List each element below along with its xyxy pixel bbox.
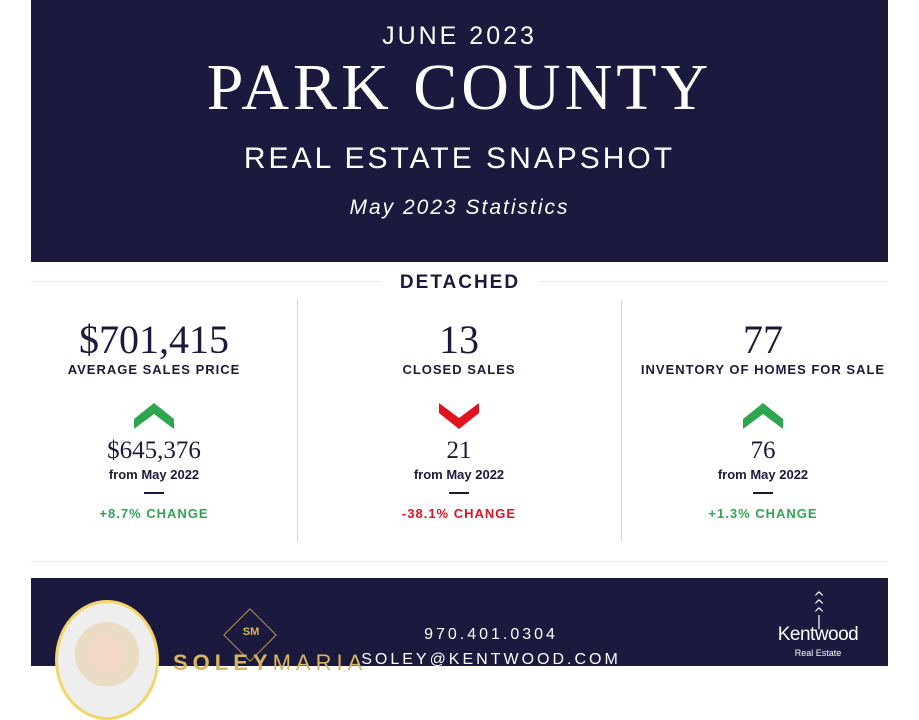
- divider: [31, 281, 381, 282]
- agent-footer: SM SOLEYMARIA 970.401.0304 SOLEY@KENTWOO…: [31, 578, 888, 720]
- comparison-period: from May 2022: [717, 467, 809, 482]
- metric-label: INVENTORY OF HOMES FOR SALE: [640, 362, 886, 377]
- report-month: JUNE 2023: [382, 22, 537, 50]
- divider: [449, 492, 469, 494]
- chevron-up-icon: [134, 403, 174, 429]
- metric-value: 13: [439, 317, 479, 362]
- divider: [753, 492, 773, 494]
- company-subtitle: Real Estate: [794, 648, 842, 658]
- agent-avatar: [55, 600, 159, 720]
- metric-label: CLOSED SALES: [402, 362, 516, 377]
- previous-value: $645,376: [107, 437, 201, 464]
- page-title: PARK COUNTY: [206, 51, 713, 124]
- stats-period: May 2023 Statistics: [349, 196, 570, 219]
- divider: [538, 281, 888, 282]
- comparison-period: from May 2022: [413, 467, 505, 482]
- metric-label: AVERAGE SALES PRICE: [67, 362, 241, 377]
- metric-inventory: 77 INVENTORY OF HOMES FOR SALE 76 from M…: [613, 317, 913, 522]
- comparison-period: from May 2022: [108, 467, 200, 482]
- chevron-down-icon: [439, 403, 479, 429]
- agent-phone[interactable]: 970.401.0304: [424, 626, 558, 643]
- change-percent: +8.7% CHANGE: [99, 506, 209, 521]
- chevron-up-icon: [743, 403, 783, 429]
- metric-value: $701,415: [79, 317, 229, 362]
- metric-closed-sales: 13 CLOSED SALES 21 from May 2022 -38.1% …: [309, 317, 609, 522]
- company-logo: Kentwood: [777, 624, 859, 645]
- tree-logo-icon: ^ ^ ^ |: [813, 590, 825, 630]
- metric-value: 77: [743, 317, 783, 362]
- section-title: DETACHED: [399, 272, 521, 293]
- divider: [31, 561, 888, 562]
- monogram: SM: [242, 626, 260, 638]
- change-percent: -38.1% CHANGE: [401, 506, 517, 521]
- header-banner: JUNE 2023 PARK COUNTY REAL ESTATE SNAPSH…: [31, 0, 888, 262]
- divider: [621, 300, 622, 542]
- previous-value: 21: [446, 437, 472, 464]
- metric-average-sales-price: $701,415 AVERAGE SALES PRICE $645,376 fr…: [4, 317, 304, 522]
- change-percent: +1.3% CHANGE: [708, 506, 818, 521]
- previous-value: 76: [750, 437, 776, 464]
- divider: [144, 492, 164, 494]
- divider: [297, 300, 298, 542]
- agent-email[interactable]: SOLEY@KENTWOOD.COM: [361, 651, 621, 668]
- brand-first: SOLEY: [173, 650, 273, 675]
- page-subtitle: REAL ESTATE SNAPSHOT: [243, 142, 676, 175]
